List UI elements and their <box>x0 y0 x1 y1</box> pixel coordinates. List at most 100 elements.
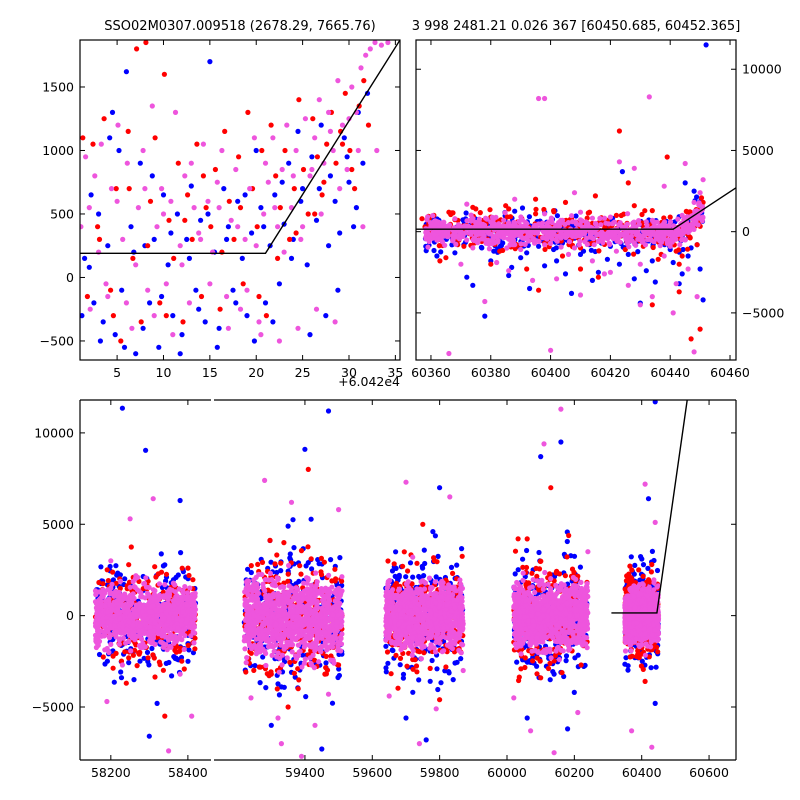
data-point <box>576 242 582 248</box>
data-point <box>652 700 658 707</box>
data-point <box>181 666 187 672</box>
data-point <box>438 680 444 686</box>
data-point <box>682 237 689 243</box>
data-point <box>523 582 529 588</box>
data-point <box>410 574 416 580</box>
data-point <box>326 243 332 249</box>
data-point <box>522 664 528 671</box>
data-point <box>109 109 116 115</box>
data-point <box>225 224 231 230</box>
data-point <box>530 658 536 664</box>
data-point <box>515 567 521 573</box>
data-point <box>620 232 626 238</box>
data-point <box>654 567 661 574</box>
data-point <box>512 548 519 554</box>
data-point <box>542 211 548 217</box>
data-point <box>655 649 661 655</box>
data-point <box>157 300 163 306</box>
data-point <box>151 655 157 661</box>
data-point <box>265 179 271 185</box>
data-point <box>224 236 230 242</box>
data-point <box>468 212 474 218</box>
panel-top-right-title: 3 998 2481.21 0.026 367 [60450.685, 6045… <box>412 19 741 34</box>
data-point <box>329 578 335 584</box>
data-point <box>459 546 465 552</box>
data-point <box>285 571 291 577</box>
data-point <box>155 571 161 577</box>
data-point <box>512 242 518 248</box>
data-point <box>290 517 296 523</box>
data-point <box>524 250 530 256</box>
data-point <box>296 578 302 585</box>
data-point <box>329 700 336 706</box>
data-point <box>520 556 526 562</box>
data-point <box>518 666 524 672</box>
data-point <box>400 563 406 569</box>
data-point <box>524 547 530 554</box>
x-tick-label: 20 <box>248 365 264 380</box>
data-point <box>298 571 304 577</box>
data-point <box>414 560 420 566</box>
data-point <box>516 677 522 684</box>
data-point <box>556 223 563 229</box>
data-point <box>604 232 610 238</box>
data-point <box>577 209 584 215</box>
data-point <box>642 678 648 685</box>
data-point <box>100 581 106 587</box>
data-point <box>601 271 608 277</box>
data-point <box>435 553 441 560</box>
data-point <box>91 300 97 306</box>
data-point <box>98 564 104 570</box>
data-point <box>105 243 111 249</box>
data-point <box>464 201 470 207</box>
data-point <box>629 229 635 235</box>
data-point <box>296 97 302 103</box>
data-point <box>383 669 389 675</box>
data-point <box>285 704 291 710</box>
data-point <box>110 313 116 319</box>
data-point <box>697 326 703 332</box>
data-point <box>449 242 455 248</box>
data-point <box>385 660 391 666</box>
data-point <box>501 217 507 223</box>
data-point <box>639 556 645 562</box>
data-point <box>670 310 676 316</box>
data-point <box>286 160 292 166</box>
data-point <box>308 556 314 562</box>
data-point <box>252 663 258 669</box>
data-point <box>332 319 338 325</box>
data-point <box>328 653 334 659</box>
data-point <box>437 258 443 264</box>
data-point <box>428 222 434 228</box>
data-point <box>374 147 380 154</box>
data-point <box>590 236 597 242</box>
data-point <box>548 347 554 353</box>
data-point <box>566 532 572 539</box>
data-point <box>341 135 347 141</box>
data-point <box>529 570 535 576</box>
data-point <box>595 238 602 244</box>
data-point <box>440 232 446 238</box>
data-point <box>310 116 316 122</box>
data-point <box>649 294 655 300</box>
data-point <box>405 568 411 574</box>
data-point <box>224 293 230 300</box>
data-point <box>233 300 239 306</box>
data-point <box>562 573 569 579</box>
data-point <box>414 669 420 675</box>
data-point <box>108 186 115 192</box>
data-point <box>290 236 296 242</box>
data-point <box>182 173 188 179</box>
y-tick-label: 0 <box>66 270 74 285</box>
data-point <box>464 225 470 231</box>
data-point <box>518 214 524 220</box>
data-point <box>175 160 181 166</box>
data-point <box>619 169 626 175</box>
data-point <box>437 697 443 703</box>
data-point <box>649 561 655 568</box>
data-point <box>168 230 174 236</box>
plot-area-top-left <box>80 40 400 357</box>
data-point <box>508 233 514 239</box>
data-point <box>703 42 709 48</box>
data-point <box>290 173 296 179</box>
